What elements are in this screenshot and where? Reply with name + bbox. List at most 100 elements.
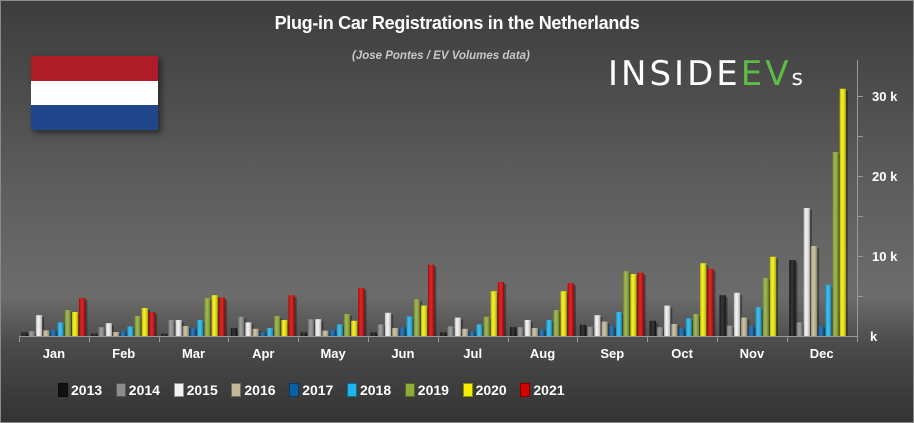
bar-shading — [664, 305, 671, 336]
bar-shading — [719, 295, 726, 336]
legend: 2013 2014 2015 2016 2017 2018 2019 2020 2021 — [58, 382, 578, 398]
bar-shading — [567, 283, 574, 336]
bar-shading — [601, 321, 608, 336]
x-tick-label: Aug — [530, 346, 555, 361]
bar-shading — [839, 88, 846, 336]
bar-shading — [428, 264, 435, 336]
bar-shading — [649, 320, 656, 336]
legend-label: 2020 — [475, 382, 507, 398]
legend-swatch — [173, 383, 184, 397]
bar-shading — [671, 324, 678, 336]
bar-shading — [218, 297, 225, 336]
netherlands-flag — [31, 56, 158, 130]
bar-shading — [105, 323, 112, 336]
bar-shading — [623, 271, 630, 336]
bar-shading — [35, 315, 43, 336]
bar-shading — [454, 317, 461, 336]
bar-shading — [733, 292, 741, 336]
bar-shading — [476, 324, 483, 336]
legend-swatch — [346, 383, 357, 397]
bar-shading — [538, 329, 546, 336]
bar-shading — [726, 325, 733, 336]
bar-shading — [307, 319, 315, 336]
legend-item-2014: 2014 — [115, 382, 174, 398]
bar-shading — [440, 332, 447, 336]
insideevs-logo: INSIDEEVs — [608, 54, 803, 94]
bar-shading — [148, 312, 156, 336]
bar-shading — [43, 330, 50, 336]
bar-shading — [189, 328, 197, 336]
bar-shading — [587, 326, 594, 336]
bar-shading — [825, 284, 832, 336]
bar-shading — [762, 278, 769, 336]
bar-shading — [358, 288, 365, 336]
x-tick-label: Dec — [810, 346, 834, 361]
bar-shading — [517, 327, 524, 336]
legend-item-2017: 2017 — [289, 382, 347, 398]
bar-shading — [161, 333, 168, 336]
bar-shading — [245, 322, 252, 336]
bar-shading — [204, 298, 211, 336]
bar-shading — [700, 263, 707, 336]
bar-shading — [741, 317, 748, 336]
bar-shading — [64, 310, 71, 336]
legend-label: 2021 — [533, 382, 565, 398]
bar-shading — [392, 328, 399, 336]
legend-item-2015: 2015 — [173, 382, 232, 398]
y-tick-label: 10 k — [872, 249, 898, 264]
x-tick-label: Apr — [252, 346, 274, 361]
legend-label: 2019 — [417, 382, 449, 398]
legend-swatch — [289, 383, 300, 397]
x-tick-label: Jul — [463, 346, 482, 361]
legend-label: 2016 — [244, 382, 276, 398]
flag-stripe-blue — [31, 105, 158, 130]
legend-label: 2017 — [302, 382, 334, 398]
legend-item-2019: 2019 — [404, 382, 463, 398]
x-tick-label: Mar — [182, 346, 205, 361]
bar-shading — [497, 282, 505, 336]
bar-shading — [182, 326, 189, 336]
legend-swatch — [231, 383, 242, 397]
chart-title: Plug-in Car Registrations in the Netherl… — [274, 13, 640, 33]
bar-shading — [343, 314, 351, 336]
bar-shading — [322, 330, 329, 336]
bar-shading — [351, 320, 358, 336]
bar-shading — [384, 312, 392, 336]
bar-shading — [230, 328, 238, 336]
bar-shading — [546, 320, 553, 336]
bar-shading — [406, 316, 413, 336]
bar-shading — [615, 312, 623, 336]
y-tick-label: k — [870, 329, 878, 344]
bar-shading — [818, 326, 825, 336]
bar-shading — [461, 328, 469, 336]
bar-shading — [21, 332, 28, 336]
bar-shading — [483, 316, 490, 336]
x-tick-label: Jun — [391, 346, 414, 361]
legend-label: 2013 — [71, 382, 103, 398]
x-tick-label: May — [320, 346, 346, 361]
bar-shading — [134, 316, 141, 336]
bar-shading — [91, 333, 98, 336]
bar-shading — [447, 326, 454, 336]
bar-shading — [315, 319, 322, 336]
bar-shading — [630, 274, 637, 336]
bar-shading — [168, 320, 175, 336]
bar-shading — [50, 329, 57, 336]
bar-shading — [769, 256, 777, 336]
bar-shading — [637, 272, 644, 336]
bar-shading — [832, 152, 839, 336]
bar-shading — [413, 299, 420, 336]
bar-shading — [469, 331, 476, 336]
bar-shading — [579, 324, 587, 336]
legend-swatch — [404, 383, 415, 397]
bar-shading — [79, 298, 86, 336]
x-tick-label: Jan — [43, 346, 65, 361]
bar-shading — [490, 291, 497, 336]
bar-shading — [510, 327, 517, 336]
legend-label: 2014 — [128, 382, 160, 398]
bar-shading — [127, 326, 134, 336]
bar-shading — [370, 332, 377, 336]
bar-shading — [197, 320, 204, 336]
legend-item-2018: 2018 — [346, 382, 405, 398]
